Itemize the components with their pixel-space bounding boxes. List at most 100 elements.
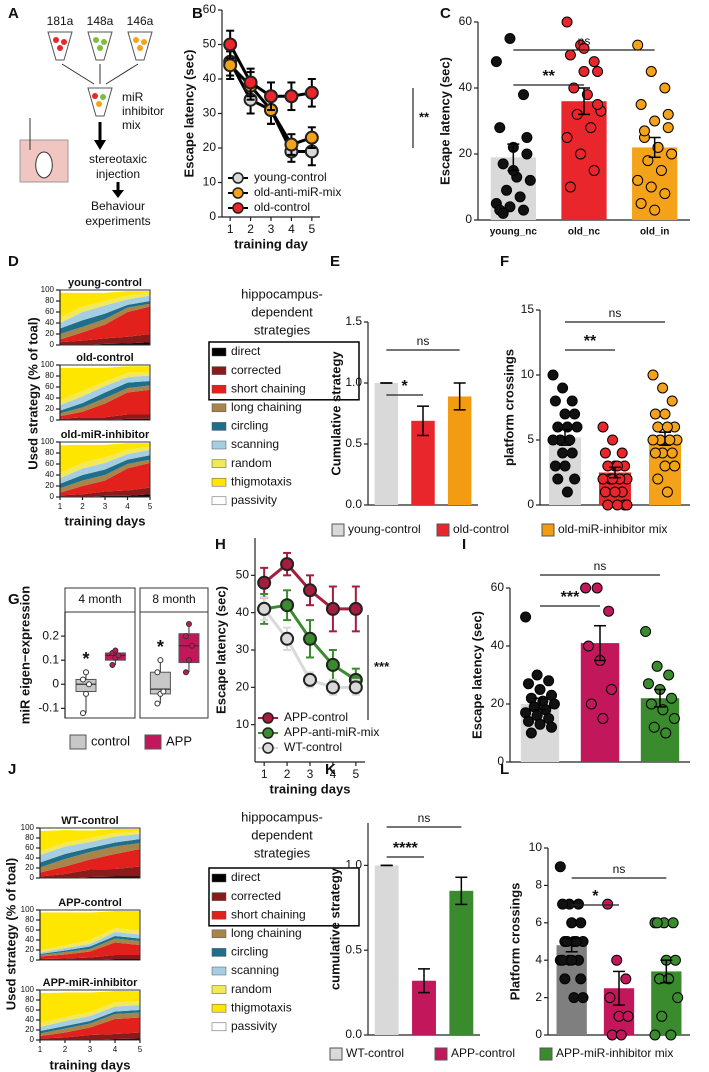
annotation: ** — [419, 109, 430, 124]
mix-label: inhibitor — [122, 104, 164, 118]
legend-label: WT-control — [284, 740, 342, 754]
data-point — [566, 917, 578, 929]
legend-label: short chaining — [231, 907, 306, 921]
legend-label: APP-miR-inhibitor mix — [556, 1046, 673, 1060]
data-point — [662, 108, 674, 120]
y-tick-label: 60 — [459, 14, 473, 28]
area — [40, 839, 140, 868]
dot — [137, 45, 143, 51]
y-tick-label: 80 — [45, 296, 54, 305]
legend-swatch — [211, 966, 227, 976]
area — [60, 389, 150, 419]
dot — [61, 39, 67, 45]
point — [223, 58, 238, 73]
y-tick-label: 60 — [45, 382, 54, 391]
data-point — [588, 56, 600, 68]
data-point — [647, 369, 659, 381]
x-axis-label: training day — [234, 236, 308, 251]
data-point — [554, 861, 566, 873]
legend-label: passivity — [231, 493, 277, 507]
legend-swatch — [69, 734, 87, 750]
data-point — [552, 473, 564, 485]
x-tick-label: old_in — [640, 227, 669, 238]
legend-label: corrected — [231, 889, 281, 903]
data-point — [652, 141, 664, 153]
x-tick-label: 1 — [227, 222, 234, 236]
panel-label: E — [330, 253, 340, 270]
data-point — [640, 626, 652, 637]
y-tick-label: 0 — [50, 492, 55, 501]
data-point — [667, 917, 679, 929]
point — [223, 37, 238, 52]
point — [348, 680, 363, 695]
panel-label: A — [8, 5, 19, 22]
legend-title: hippocampus- — [241, 809, 323, 824]
y-tick-label: 0 — [30, 873, 35, 882]
y-tick-label: 0 — [527, 497, 534, 511]
y-tick-label: 1.0 — [345, 858, 362, 872]
legend-swatch — [211, 384, 227, 394]
y-tick-label: -0.1 — [38, 701, 59, 715]
point — [325, 680, 340, 695]
point — [243, 75, 258, 90]
data-point — [557, 447, 569, 459]
arrow — [61, 63, 139, 85]
panel-label: F — [500, 253, 509, 270]
data-point — [615, 1029, 627, 1041]
area — [40, 828, 140, 831]
data-point — [188, 642, 195, 649]
area — [60, 443, 150, 473]
dot — [57, 45, 63, 51]
panel-title: young-control — [68, 277, 142, 289]
legend-title: hippocampus- — [241, 286, 323, 301]
data-point — [575, 973, 587, 985]
comparison-label: *** — [561, 589, 580, 606]
y-tick-label: 0 — [209, 209, 216, 223]
y-axis-label: platform crossings — [501, 349, 516, 466]
x-axis-label: training days — [65, 513, 146, 528]
legend-swatch — [211, 403, 227, 413]
data-point — [182, 633, 189, 640]
y-tick-label: 60 — [25, 925, 34, 934]
y-tick-label: 15 — [521, 302, 535, 316]
y-tick-label: 8 — [535, 878, 542, 892]
area — [60, 442, 150, 446]
data-point — [154, 669, 161, 676]
step-label: injection — [96, 167, 140, 181]
point — [325, 657, 340, 672]
point — [304, 130, 319, 145]
data-point — [504, 201, 516, 213]
data-point — [638, 125, 650, 137]
y-tick-label: 80 — [25, 915, 34, 924]
data-point — [645, 66, 657, 77]
data-point — [599, 447, 611, 459]
data-point — [109, 662, 116, 668]
y-tick-label: 20 — [25, 1025, 34, 1034]
dot — [97, 45, 103, 51]
data-point — [649, 204, 661, 216]
panel-label: K — [325, 761, 336, 778]
data-point — [609, 486, 621, 498]
y-tick-label: 20 — [459, 146, 473, 160]
x-tick-label: 3 — [307, 767, 314, 781]
area — [60, 291, 150, 318]
point — [257, 601, 272, 616]
data-point — [581, 89, 593, 101]
y-tick-label: 10 — [521, 367, 535, 381]
area — [40, 932, 140, 954]
legend-swatch — [211, 477, 227, 487]
legend-label: direct — [231, 344, 261, 358]
data-point — [599, 486, 611, 498]
legend-marker — [232, 202, 244, 214]
mix-label: miR — [122, 90, 144, 104]
bar — [561, 101, 607, 220]
x-tick-label: 5 — [138, 1045, 143, 1054]
y-tick-label: 40 — [45, 470, 54, 479]
data-point — [649, 408, 661, 420]
data-point — [564, 49, 576, 61]
data-point — [566, 447, 578, 459]
area — [60, 292, 150, 323]
data-point — [592, 99, 604, 110]
area — [60, 290, 150, 293]
